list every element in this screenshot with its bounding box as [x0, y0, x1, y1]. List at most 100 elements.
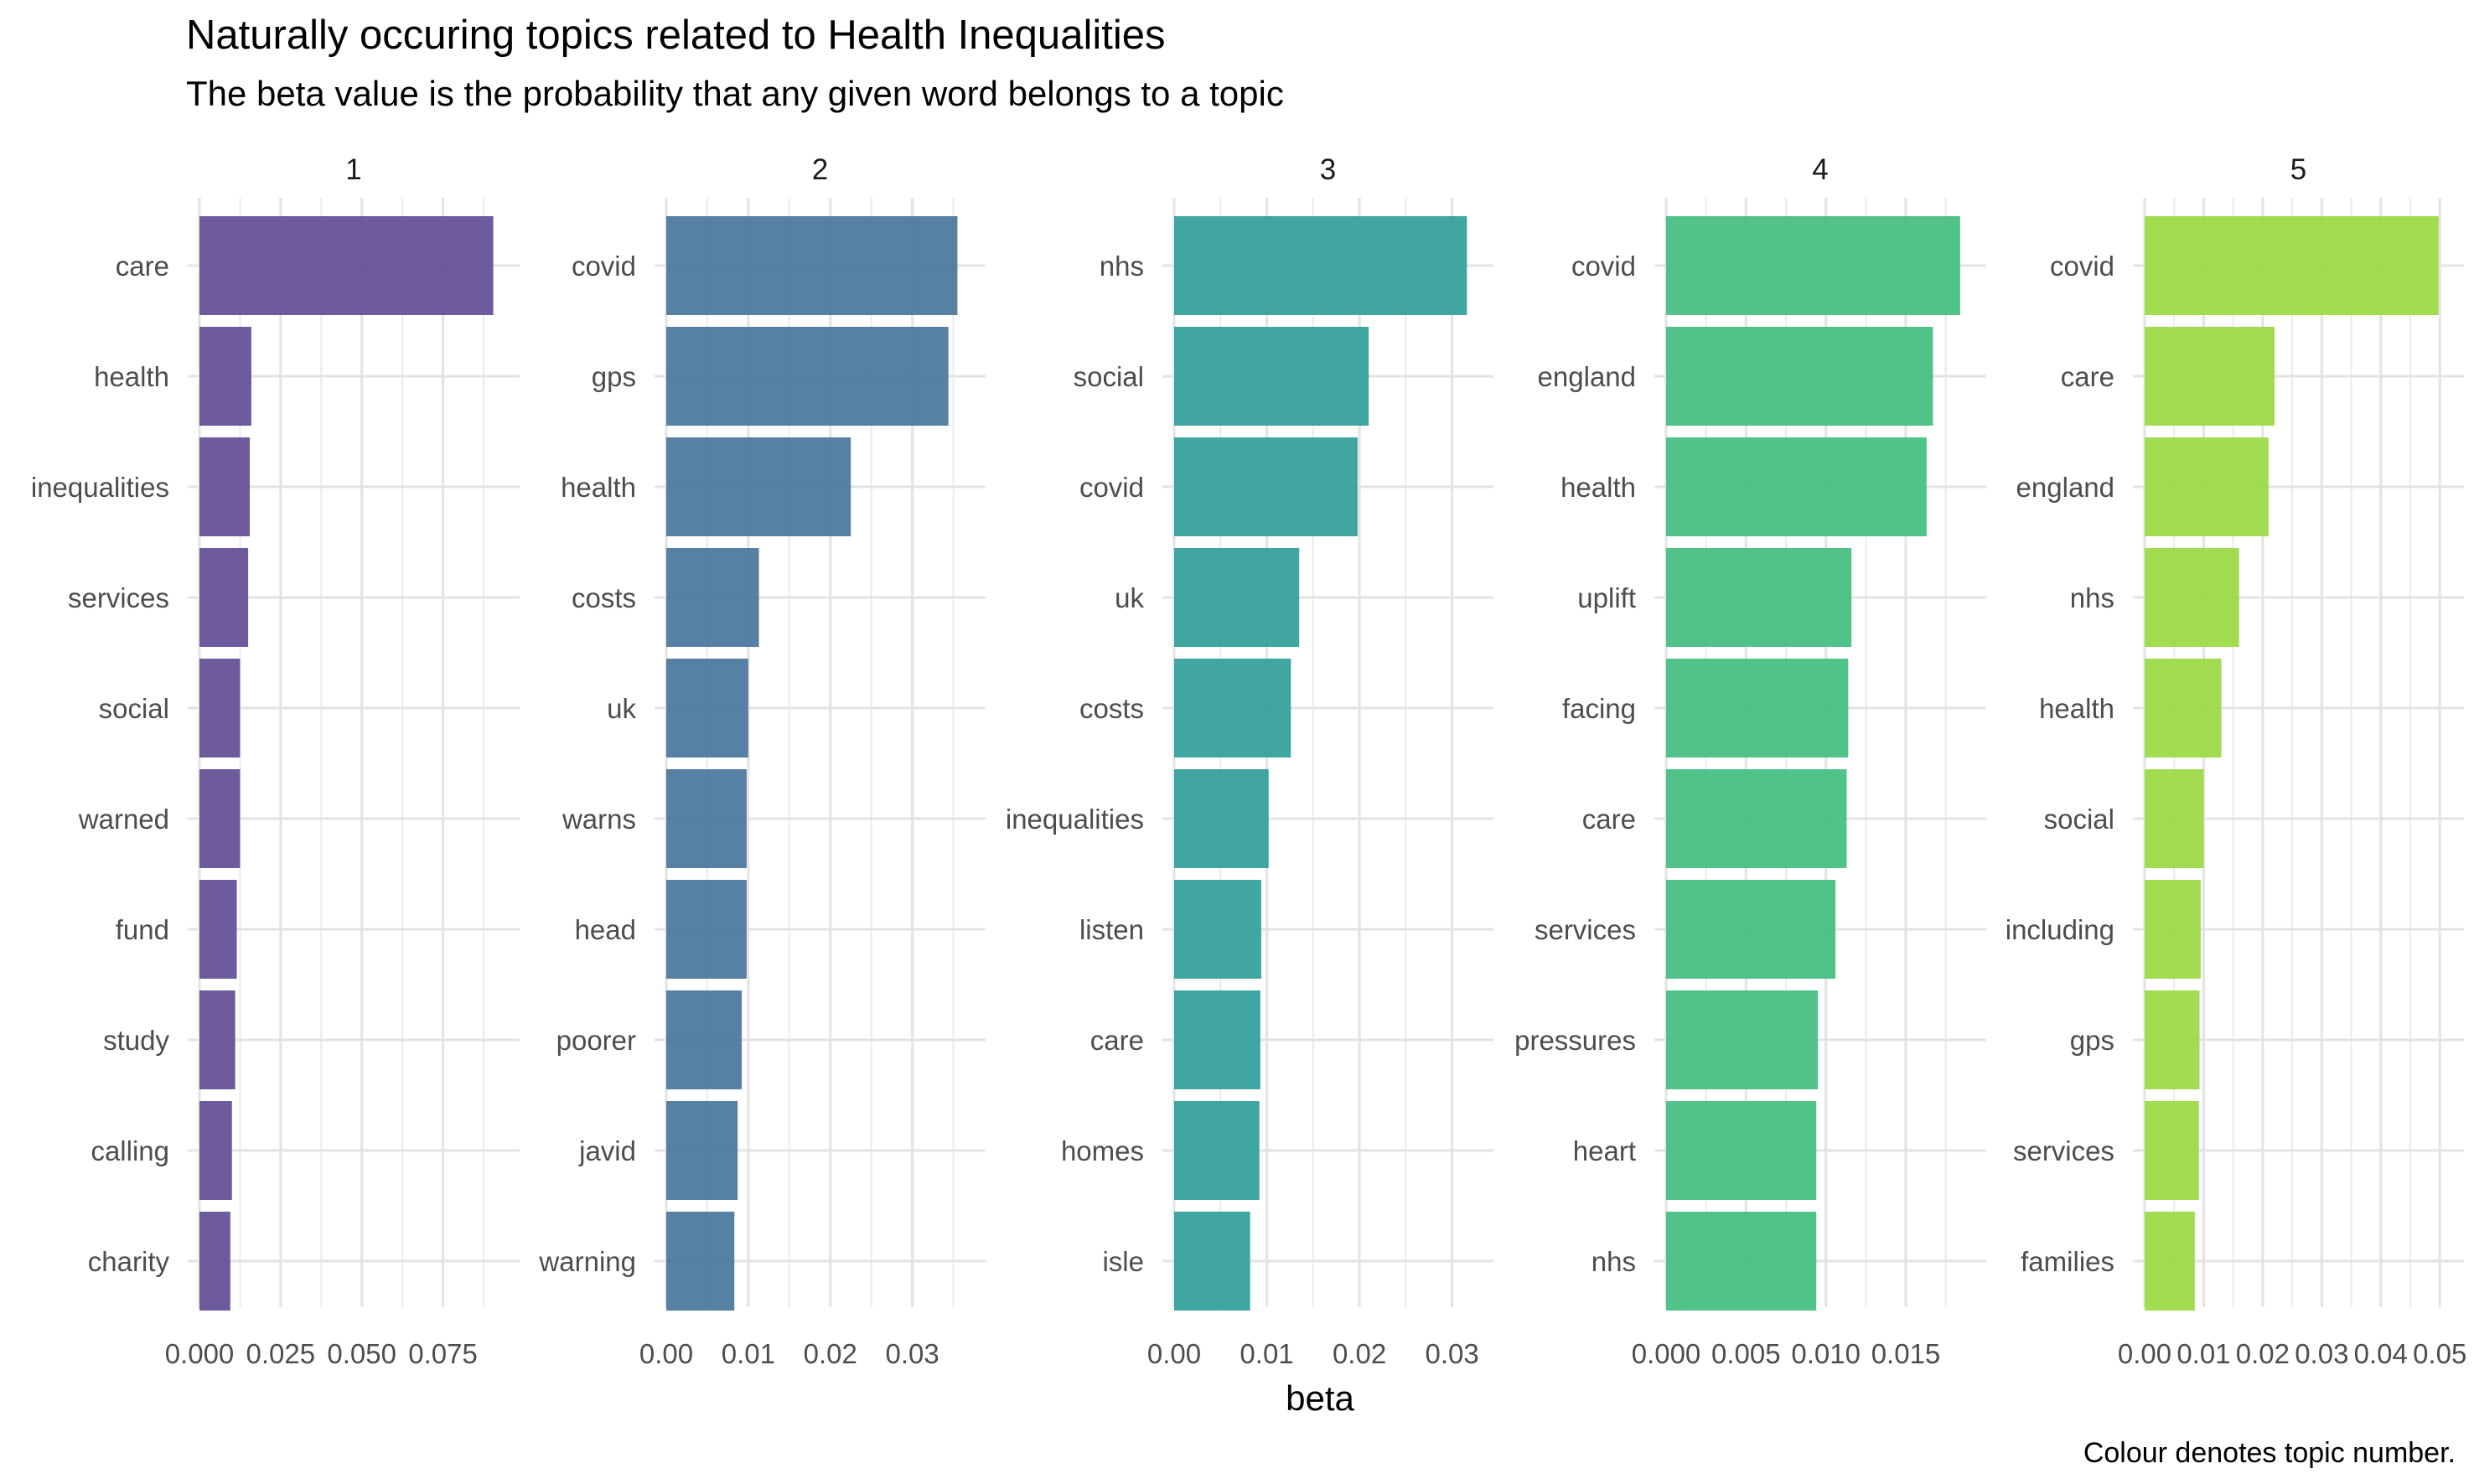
- x-tick-label: 0.04: [2354, 1338, 2408, 1369]
- bar: [1174, 1212, 1250, 1311]
- category-label: warning: [538, 1246, 636, 1277]
- category-label: social: [99, 693, 169, 724]
- bar: [199, 548, 249, 647]
- x-tick-label: 0.01: [1240, 1338, 1293, 1369]
- category-label: pressures: [1514, 1025, 1636, 1056]
- category-label: fund: [116, 914, 169, 945]
- category-label: care: [116, 251, 169, 282]
- category-label: study: [103, 1025, 169, 1056]
- bar: [666, 437, 851, 536]
- x-tick-label: 0.025: [246, 1338, 316, 1369]
- bar: [1666, 437, 1927, 536]
- bar: [2145, 990, 2200, 1089]
- category-label: health: [561, 472, 636, 503]
- category-label: costs: [572, 582, 636, 613]
- x-tick-label: 0.050: [327, 1338, 396, 1369]
- x-tick-label: 0.03: [885, 1338, 939, 1369]
- category-label: social: [1074, 361, 1144, 392]
- bar: [2145, 327, 2275, 426]
- bar: [666, 769, 747, 868]
- category-label: calling: [91, 1135, 169, 1166]
- category-label: england: [1538, 361, 1636, 392]
- category-label: care: [2061, 361, 2114, 392]
- bar: [1174, 1101, 1260, 1200]
- x-tick-label: 0.010: [1791, 1338, 1861, 1369]
- x-tick-label: 0.00: [639, 1338, 693, 1369]
- x-tick-label: 0.000: [165, 1338, 235, 1369]
- chart-subtitle: The beta value is the probability that a…: [186, 74, 1284, 113]
- bar: [199, 769, 241, 868]
- category-label: covid: [2050, 251, 2114, 282]
- facet-label: 3: [1320, 153, 1336, 186]
- bar: [1174, 880, 1261, 979]
- bar: [666, 1101, 738, 1200]
- bar: [1666, 327, 1933, 426]
- x-tick-label: 0.01: [2176, 1338, 2230, 1369]
- bar: [1174, 437, 1358, 536]
- bar: [2145, 659, 2222, 758]
- category-label: inequalities: [1006, 804, 1144, 835]
- bar: [1174, 990, 1260, 1089]
- category-label: costs: [1079, 693, 1144, 724]
- category-label: health: [1560, 472, 1636, 503]
- x-tick-label: 0.03: [2295, 1338, 2348, 1369]
- bar: [2145, 437, 2269, 536]
- x-tick-label: 0.005: [1711, 1338, 1781, 1369]
- x-tick-label: 0.02: [1333, 1338, 1386, 1369]
- x-tick-label: 0.000: [1632, 1338, 1701, 1369]
- category-label: england: [2016, 472, 2114, 503]
- bar: [666, 880, 747, 979]
- category-label: including: [2006, 914, 2114, 945]
- x-tick-label: 0.02: [804, 1338, 857, 1369]
- x-tick-label: 0.075: [408, 1338, 478, 1369]
- bar: [199, 216, 494, 315]
- category-label: gps: [592, 361, 636, 392]
- bar: [666, 216, 958, 315]
- bar: [666, 659, 748, 758]
- category-label: uplift: [1577, 582, 1636, 613]
- x-tick-label: 0.015: [1871, 1338, 1941, 1369]
- chart-title: Naturally occuring topics related to Hea…: [186, 13, 1166, 58]
- bar: [2145, 1101, 2199, 1200]
- x-tick-label: 0.00: [1147, 1338, 1201, 1369]
- category-label: health: [2039, 693, 2114, 724]
- category-label: covid: [1079, 472, 1144, 503]
- facet-label: 1: [345, 153, 361, 186]
- x-axis-label: beta: [1286, 1378, 1354, 1418]
- facet-label: 2: [812, 153, 828, 186]
- bar: [1666, 769, 1847, 868]
- bar: [1666, 548, 1852, 647]
- bar: [2145, 548, 2239, 647]
- category-label: health: [94, 361, 169, 392]
- bar: [2145, 216, 2439, 315]
- category-label: services: [68, 582, 169, 613]
- category-label: uk: [607, 693, 636, 724]
- bar: [199, 437, 251, 536]
- x-tick-label: 0.05: [2413, 1338, 2466, 1369]
- bar: [199, 1101, 232, 1200]
- bar: [1666, 1212, 1817, 1311]
- facet-label: 5: [2290, 153, 2306, 186]
- category-label: poorer: [556, 1025, 636, 1056]
- category-label: nhs: [1592, 1246, 1636, 1277]
- x-tick-label: 0.01: [722, 1338, 775, 1369]
- category-label: uk: [1115, 582, 1144, 613]
- category-label: nhs: [1100, 251, 1144, 282]
- category-label: nhs: [2070, 582, 2114, 613]
- category-label: warns: [562, 804, 636, 835]
- bar: [2145, 1212, 2195, 1311]
- category-label: listen: [1079, 914, 1144, 945]
- category-label: javid: [578, 1135, 636, 1166]
- bar: [2145, 769, 2204, 868]
- bar: [199, 1212, 230, 1311]
- bar: [666, 548, 759, 647]
- bar: [666, 327, 949, 426]
- category-label: warned: [78, 804, 169, 835]
- category-label: services: [2013, 1135, 2114, 1166]
- bar: [1666, 1101, 1817, 1200]
- category-label: head: [575, 914, 636, 945]
- category-label: gps: [2070, 1025, 2114, 1056]
- category-label: isle: [1102, 1246, 1144, 1277]
- category-label: covid: [1571, 251, 1636, 282]
